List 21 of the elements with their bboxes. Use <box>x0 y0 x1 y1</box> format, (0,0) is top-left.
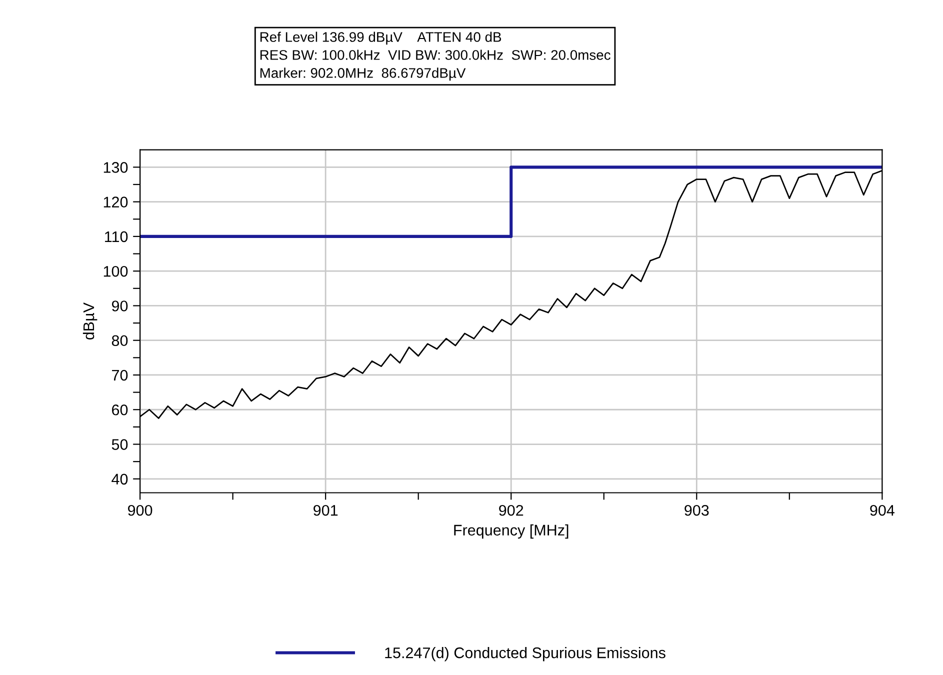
x-tick-label: 901 <box>314 504 338 516</box>
y-axis-title: dBµV <box>82 302 98 340</box>
y-tick-label: 50 <box>112 439 128 450</box>
x-tick-label: 900 <box>128 504 152 516</box>
text: Marker: 902.0MHz 86.6797dBµV <box>260 68 466 81</box>
y-tick-label: 100 <box>104 266 128 277</box>
y-tick-label: 120 <box>104 196 128 208</box>
y-tick-label: 80 <box>112 335 128 346</box>
y-tick-label: 110 <box>105 231 128 242</box>
y-tick-label: 40 <box>112 474 128 485</box>
y-tick-label: 60 <box>112 404 128 416</box>
x-tick-label: 904 <box>870 504 894 516</box>
y-tick-label: 70 <box>112 370 128 381</box>
x-axis-title: Frequency [MHz] <box>454 524 568 539</box>
y-tick-label: 90 <box>112 300 128 312</box>
text: Ref Level 136.99 dBµV ATTEN 40 dB <box>260 32 502 45</box>
text: RES BW: 100.0kHz VID BW: 300.0kHz SWP: 20.0msec <box>260 50 610 60</box>
y-tick-label: 130 <box>104 162 128 173</box>
x-tick-label: 903 <box>684 504 709 516</box>
legend-label: 15.247(d) Conducted Spurious Emissions <box>385 647 666 662</box>
x-tick-label: 902 <box>499 504 524 516</box>
